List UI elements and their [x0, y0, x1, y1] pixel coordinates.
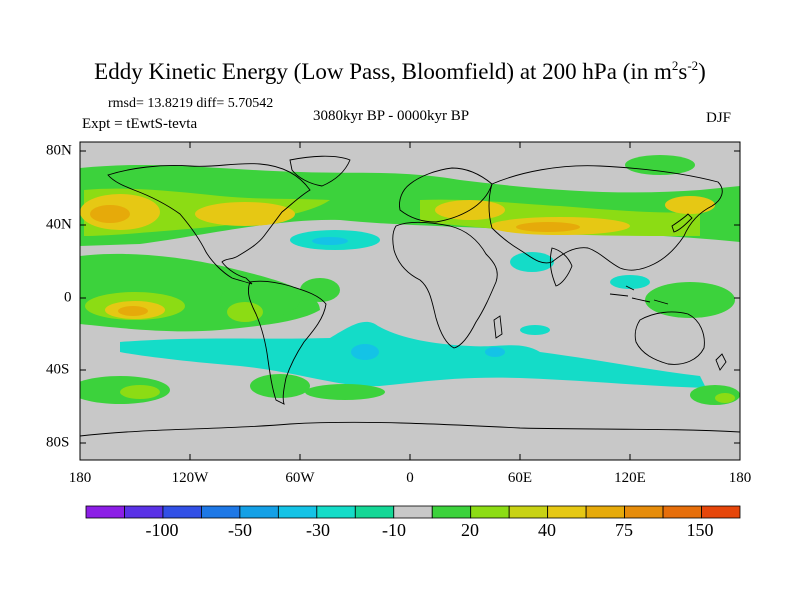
title-sup1: 2 [671, 58, 679, 73]
field-south-cyan [120, 321, 706, 388]
colorbar [85, 505, 741, 519]
experiment-label: Expt = tEwtS-tevta [82, 116, 198, 132]
field-tropical-orange [118, 306, 148, 316]
field-arabia-cyan [510, 252, 554, 272]
season-label: DJF [706, 110, 732, 126]
tick-marks [79, 142, 741, 460]
colorbar-swatch [662, 505, 702, 519]
y-tick-label: 0 [64, 289, 72, 306]
colorbar-label: -30 [306, 520, 330, 540]
field-atlantic-lightgreen [227, 302, 263, 322]
coast-greenland [289, 155, 351, 187]
coast-north-america [107, 163, 311, 285]
field-npac-teal [312, 237, 348, 245]
colorbar-swatch [316, 505, 356, 519]
colorbar-swatch [624, 505, 664, 519]
colorbar-swatch [547, 505, 587, 519]
y-tick-label: 80N [46, 142, 72, 159]
colorbar-swatch [85, 505, 125, 519]
y-tick-label: 40S [46, 361, 70, 378]
colorbar-swatch [277, 505, 318, 519]
y-tick-label: 80S [46, 434, 70, 451]
stats-text: rmsd= 13.8219 diff= 5.70542 [108, 96, 274, 111]
x-tick-label: 60W [285, 470, 315, 486]
colorbar-label: 20 [461, 520, 479, 540]
coast-africa [392, 221, 498, 349]
field-westpac-green [645, 282, 735, 318]
period-label: 3080kyr BP - 0000kyr BP [313, 108, 470, 124]
title-mid: s [678, 59, 688, 84]
field-brazil-green [300, 278, 340, 302]
colorbar-label: -10 [382, 520, 406, 540]
colorbar-label: 75 [615, 520, 633, 540]
field-asia-orange [516, 222, 580, 232]
field-s-ind-lg [715, 393, 735, 403]
colorbar-swatch [393, 505, 433, 519]
coast-south-america [247, 280, 327, 405]
field-south-teal [351, 344, 379, 360]
field-layer [80, 155, 740, 437]
colorbar-swatch [354, 505, 395, 519]
field-s-am-green [250, 374, 310, 398]
x-tick-label: 60E [507, 470, 533, 486]
title-main: Eddy Kinetic Energy (Low Pass, Bloomfiel… [94, 59, 672, 84]
coastlines [80, 155, 740, 437]
field-seasia-cyan [610, 275, 650, 289]
field-s-atl-green [305, 384, 385, 400]
title-end: ) [698, 59, 706, 84]
field-s-pac-lg [120, 385, 160, 399]
colorbar-swatch [508, 505, 549, 519]
field-japan-yellow [665, 196, 715, 214]
y-tick-label: 40N [46, 216, 72, 233]
colorbar-swatch [470, 505, 510, 519]
colorbar-swatch [701, 505, 741, 519]
x-tick-label: 120W [171, 470, 209, 486]
coast-japan [671, 213, 693, 233]
colorbar-label: 150 [686, 520, 714, 540]
coast-asia [488, 165, 723, 271]
figure-title: Eddy Kinetic Energy (Low Pass, Bloomfiel… [0, 58, 800, 85]
x-tick-label: 180 [728, 470, 752, 486]
field-pacific-orange [90, 205, 130, 223]
title-sup2: -2 [687, 58, 699, 73]
colorbar-swatch [239, 505, 279, 519]
colorbar-label: -50 [228, 520, 252, 540]
x-tick-label: 120E [614, 470, 646, 486]
coast-antarctica [80, 421, 740, 437]
colorbar-label: -100 [145, 520, 179, 540]
field-atlantic-yellow [195, 202, 295, 226]
colorbar-swatch [162, 505, 202, 519]
colorbar-label: 40 [538, 520, 556, 540]
field-pac-small-cyan [520, 325, 550, 335]
coast-nz [715, 353, 727, 371]
coast-madagascar [493, 315, 503, 339]
field-arctic-green [625, 155, 695, 175]
colorbar-swatch [585, 505, 625, 519]
x-tick-label: 180 [68, 470, 92, 486]
colorbar-swatch [124, 505, 164, 519]
coast-india [549, 247, 573, 287]
field-indian-teal [485, 347, 505, 357]
colorbar-swatch [201, 505, 241, 519]
x-tick-label: 0 [406, 470, 414, 486]
colorbar-swatch [431, 505, 472, 519]
coast-australia [634, 311, 705, 365]
coast-indonesia [609, 285, 669, 305]
